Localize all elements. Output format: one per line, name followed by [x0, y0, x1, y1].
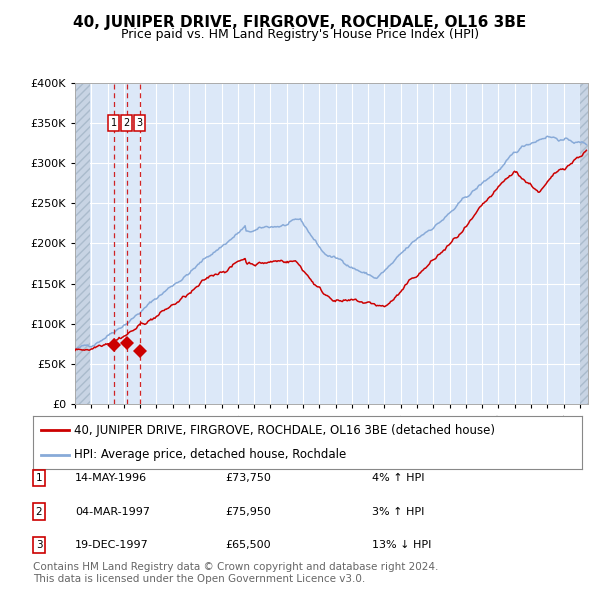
Text: 40, JUNIPER DRIVE, FIRGROVE, ROCHDALE, OL16 3BE (detached house): 40, JUNIPER DRIVE, FIRGROVE, ROCHDALE, O… [74, 424, 495, 437]
Text: 40, JUNIPER DRIVE, FIRGROVE, ROCHDALE, OL16 3BE: 40, JUNIPER DRIVE, FIRGROVE, ROCHDALE, O… [73, 15, 527, 30]
Text: HPI: Average price, detached house, Rochdale: HPI: Average price, detached house, Roch… [74, 448, 346, 461]
Text: 04-MAR-1997: 04-MAR-1997 [75, 507, 150, 516]
Text: 3% ↑ HPI: 3% ↑ HPI [372, 507, 424, 516]
Text: 1: 1 [110, 118, 116, 128]
Text: This data is licensed under the Open Government Licence v3.0.: This data is licensed under the Open Gov… [33, 574, 365, 584]
Text: £75,950: £75,950 [225, 507, 271, 516]
Text: Price paid vs. HM Land Registry's House Price Index (HPI): Price paid vs. HM Land Registry's House … [121, 28, 479, 41]
Text: 3: 3 [137, 118, 143, 128]
Text: 19-DEC-1997: 19-DEC-1997 [75, 540, 149, 550]
Text: 14-MAY-1996: 14-MAY-1996 [75, 473, 147, 483]
Text: £65,500: £65,500 [225, 540, 271, 550]
Text: 13% ↓ HPI: 13% ↓ HPI [372, 540, 431, 550]
Text: Contains HM Land Registry data © Crown copyright and database right 2024.: Contains HM Land Registry data © Crown c… [33, 562, 439, 572]
Text: 2: 2 [35, 507, 43, 516]
Text: £73,750: £73,750 [225, 473, 271, 483]
Bar [580, 83, 588, 404]
Text: 2: 2 [124, 118, 130, 128]
Text: 1: 1 [35, 473, 43, 483]
Text: 3: 3 [35, 540, 43, 550]
Text: 4% ↑ HPI: 4% ↑ HPI [372, 473, 425, 483]
Bar [75, 83, 90, 404]
